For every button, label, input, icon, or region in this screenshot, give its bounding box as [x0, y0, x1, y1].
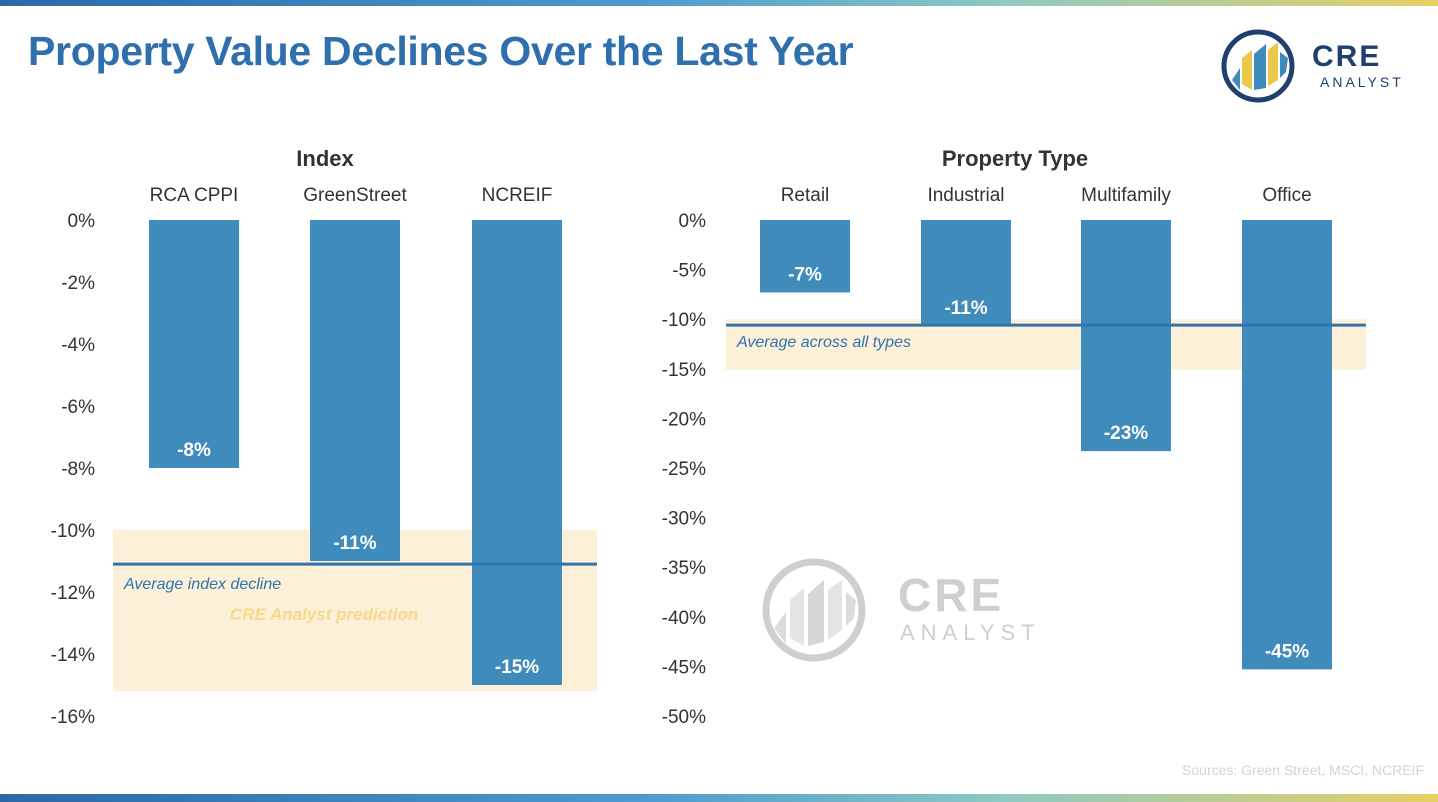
bar — [1081, 220, 1171, 452]
data-label: -23% — [1104, 423, 1148, 444]
index-chart: Index 0% -2% -4% -6% -8% -10% -12% -14% -16% RCA C… — [51, 146, 597, 728]
y-tick-label: -12% — [51, 583, 95, 604]
y-tick-label: -5% — [672, 261, 706, 282]
y-tick-label: -8% — [61, 459, 95, 480]
y-tick-label: -6% — [61, 397, 95, 418]
y-tick-label: -30% — [662, 509, 706, 530]
band-label: CRE Analyst prediction — [230, 605, 418, 624]
y-tick-label: -20% — [662, 409, 706, 430]
y-tick-label: -10% — [662, 310, 706, 331]
y-tick-label: -25% — [662, 459, 706, 480]
y-tick-label: -4% — [61, 335, 95, 356]
y-tick-label: 0% — [68, 211, 96, 232]
source-note: Sources: Green Street, MSCI, NCREIF — [1182, 762, 1424, 778]
watermark-text-cre: CRE — [898, 569, 1005, 621]
watermark-logo-icon — [762, 558, 866, 662]
y-tick-label: -2% — [61, 273, 95, 294]
logo-mark-icon — [1221, 29, 1295, 103]
top-accent-bar — [0, 0, 1438, 6]
average-label: Average index decline — [123, 576, 281, 593]
bottom-accent-bar — [0, 794, 1438, 802]
chart-title: Property Type — [942, 146, 1088, 171]
data-label: -11% — [333, 533, 376, 554]
category-label: Office — [1262, 185, 1311, 206]
y-tick-label: 0% — [679, 211, 707, 232]
logo-text-analyst: ANALYST — [1320, 74, 1404, 90]
y-tick-label: -45% — [662, 657, 706, 678]
average-label: Average across all types — [736, 334, 911, 351]
bar — [760, 220, 850, 293]
y-tick-label: -10% — [51, 521, 95, 542]
category-label: Multifamily — [1081, 185, 1171, 206]
page-title: Property Value Declines Over the Last Ye… — [28, 28, 854, 74]
bar — [921, 220, 1011, 327]
category-label: Retail — [781, 185, 830, 206]
category-label: GreenStreet — [303, 185, 407, 206]
data-label: -7% — [788, 264, 822, 285]
bar — [149, 220, 239, 468]
data-label: -45% — [1265, 641, 1309, 662]
chart-title: Index — [296, 146, 354, 171]
bar — [310, 220, 400, 561]
category-label: Industrial — [927, 185, 1004, 206]
category-label: RCA CPPI — [150, 185, 239, 206]
category-label: NCREIF — [482, 185, 553, 206]
y-tick-label: -50% — [662, 707, 706, 728]
data-label: -8% — [177, 440, 211, 461]
data-label: -15% — [495, 657, 539, 678]
logo-text-cre: CRE — [1312, 40, 1382, 73]
watermark-text-analyst: ANALYST — [900, 620, 1041, 645]
y-tick-label: -40% — [662, 608, 706, 629]
y-tick-label: -16% — [51, 707, 95, 728]
bar — [472, 220, 562, 685]
cre-analyst-watermark: CRE ANALYST — [760, 556, 1060, 666]
bar — [1242, 220, 1332, 670]
y-tick-label: -14% — [51, 645, 95, 666]
y-tick-label: -15% — [662, 360, 706, 381]
cre-analyst-logo: CRE ANALYST — [1220, 28, 1420, 104]
data-label: -11% — [944, 298, 987, 319]
y-tick-label: -35% — [662, 558, 706, 579]
property-type-chart: Property Type 0% -5% -10% -15% -20% -25% -30% -3… — [662, 146, 1366, 728]
